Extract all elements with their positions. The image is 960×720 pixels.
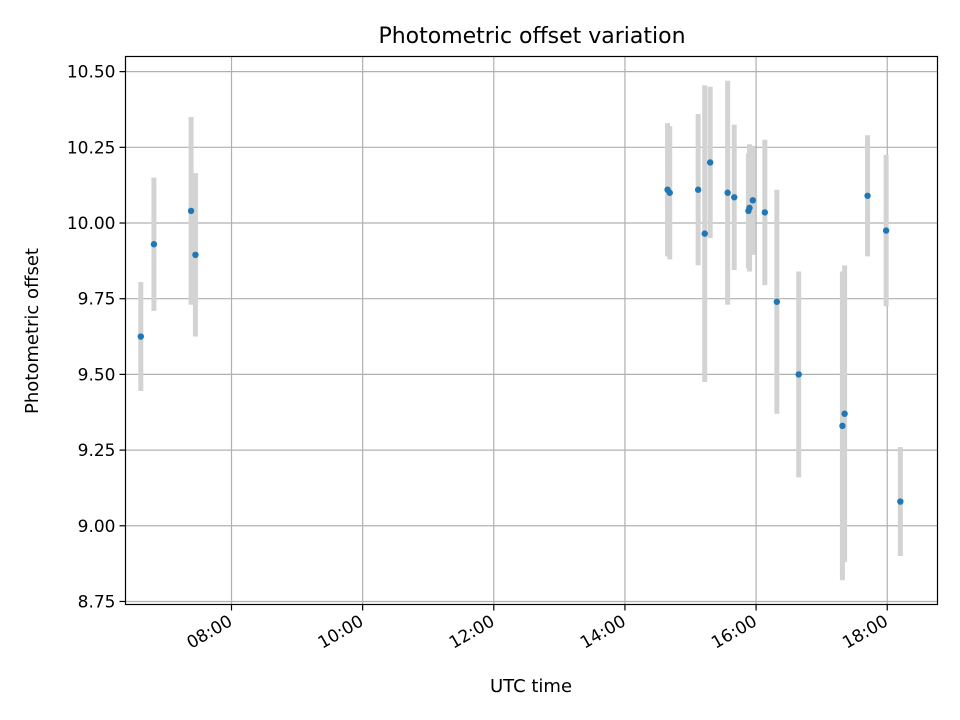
y-axis-ticks: 8.75 9.00 9.25 9.50 9.75 10.00 10.25 10.50 xyxy=(67,63,126,612)
x-tick-label: 16:00 xyxy=(708,612,760,654)
data-point xyxy=(795,371,802,378)
y-tick-label: 9.25 xyxy=(78,441,116,461)
data-point xyxy=(897,498,904,505)
x-tick-label: 10:00 xyxy=(315,612,367,654)
y-axis-label: Photometric offset xyxy=(22,248,43,414)
y-tick-label: 10.00 xyxy=(67,214,116,234)
data-point xyxy=(731,194,738,201)
x-tick-label: 12:00 xyxy=(446,612,498,654)
data-point xyxy=(746,204,753,212)
chart-title: Photometric offset variation xyxy=(378,24,685,49)
data-point xyxy=(666,189,673,196)
x-axis-label: UTC time xyxy=(490,676,572,697)
axes-frame xyxy=(124,55,939,606)
data-point xyxy=(773,298,781,305)
data-point xyxy=(187,207,195,215)
y-tick-label: 10.50 xyxy=(67,63,116,83)
error-bars xyxy=(138,80,903,581)
data-point xyxy=(694,186,702,193)
data-point xyxy=(749,197,757,204)
data-point xyxy=(882,227,890,234)
x-tick-label: 14:00 xyxy=(577,612,629,654)
y-tick-label: 10.25 xyxy=(67,138,116,158)
data-point xyxy=(192,251,199,259)
grid xyxy=(125,56,938,605)
data-point xyxy=(864,192,871,199)
x-tick-label: 18:00 xyxy=(839,612,891,654)
y-tick-label: 9.50 xyxy=(78,365,116,385)
data-point xyxy=(841,410,848,417)
data-points xyxy=(137,159,904,505)
x-tick-label: 08:00 xyxy=(184,612,236,654)
y-tick-label: 9.00 xyxy=(78,517,116,537)
x-axis-ticks: 08:00 10:00 12:00 14:00 16:00 18:00 xyxy=(184,604,892,654)
data-point xyxy=(701,230,708,237)
data-point xyxy=(839,422,846,430)
data-point xyxy=(761,209,769,216)
data-point xyxy=(150,241,158,248)
y-tick-label: 9.75 xyxy=(78,290,116,310)
data-point xyxy=(706,159,714,166)
data-point xyxy=(137,333,145,340)
data-point xyxy=(724,189,731,196)
y-tick-label: 8.75 xyxy=(78,592,116,612)
